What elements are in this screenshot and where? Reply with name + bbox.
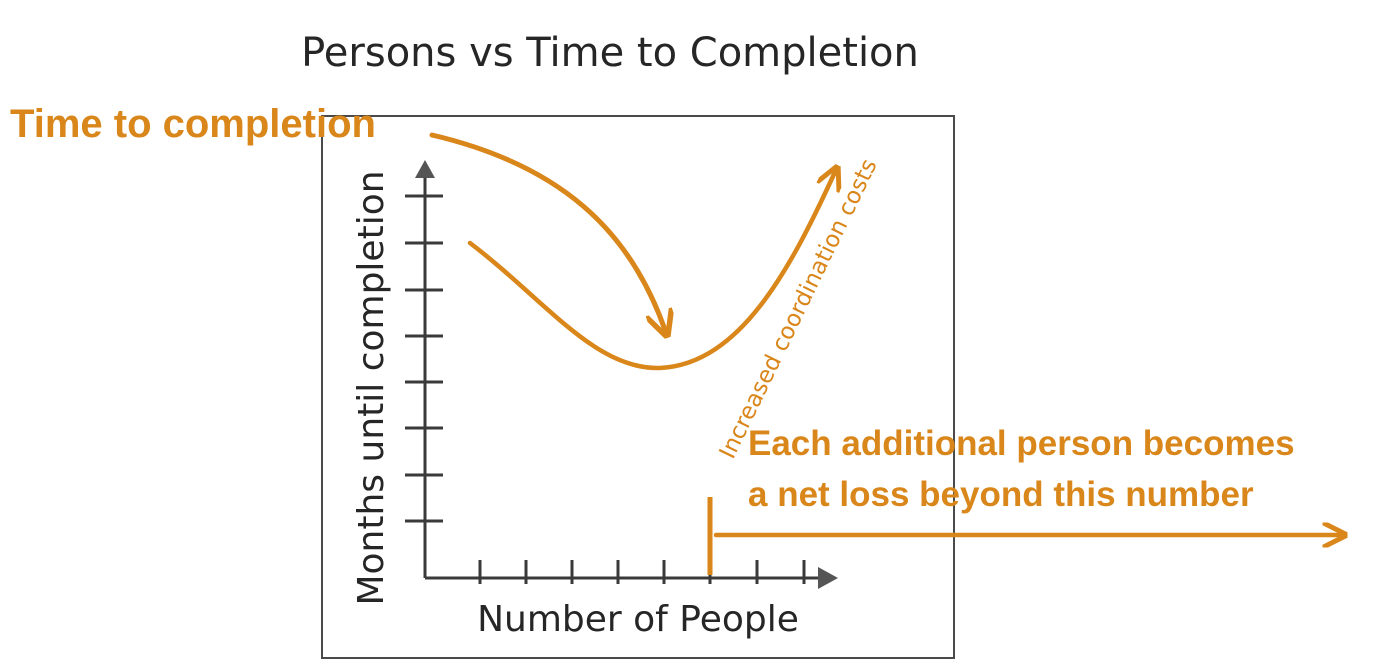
net-loss-callout-line2: a net loss beyond this number (748, 475, 1254, 514)
y-axis-label: Months until completion (351, 170, 392, 605)
callout-pointer-arrow (429, 132, 665, 330)
x-axis-label: Number of People (477, 599, 799, 640)
y-axis-arrowhead (415, 160, 435, 178)
time-to-completion-curve (467, 172, 835, 371)
y-axis-ticks (405, 194, 443, 523)
page-title: Persons vs Time to Completion (301, 30, 919, 76)
time-to-completion-callout: Time to completion (10, 102, 376, 146)
x-axis-arrowhead (818, 567, 838, 589)
x-axis-ticks (478, 560, 806, 584)
net-loss-callout-line1: Each additional person becomes (748, 424, 1295, 463)
chart-frame (321, 115, 955, 659)
x-axis (425, 560, 838, 589)
coordination-costs-annotation: Increased coordination costs (715, 155, 883, 463)
y-axis (405, 160, 443, 578)
